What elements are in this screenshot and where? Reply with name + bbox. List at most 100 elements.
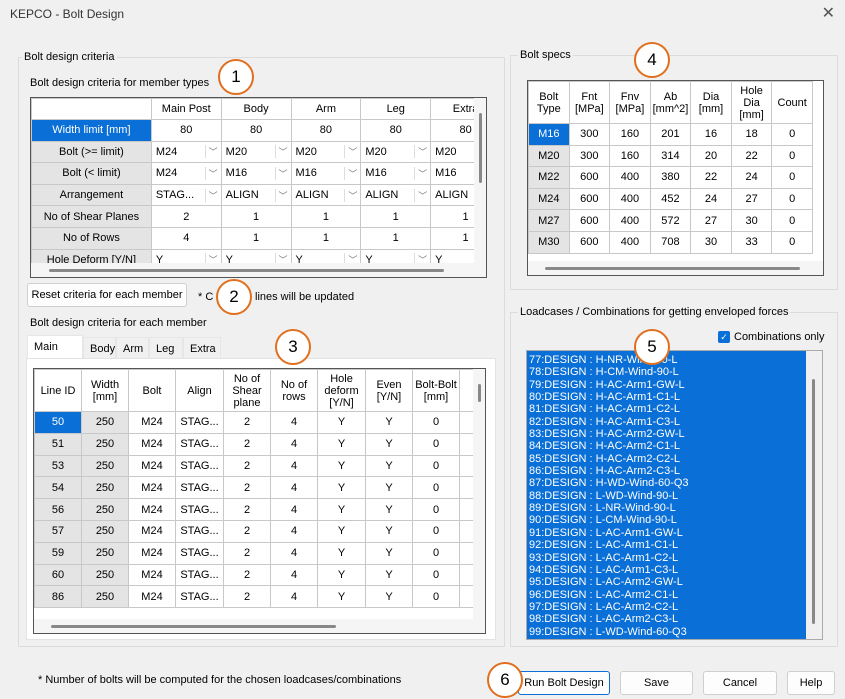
table-cell[interactable]: 600 <box>568 209 611 232</box>
list-item[interactable]: 85:DESIGN : H-AC-Arm2-C2-L <box>529 452 680 465</box>
table-cell[interactable]: M24 <box>128 541 176 565</box>
list-item[interactable]: 95:DESIGN : L-AC-Arm2-GW-L <box>529 576 683 589</box>
table-cell[interactable]: 2 <box>223 476 271 500</box>
dropdown-cell[interactable]: M24 ﹀ <box>150 140 222 164</box>
column-header[interactable]: No of Shear plane <box>223 369 271 412</box>
dropdown-cell[interactable]: ALIGN﹀ <box>430 183 486 207</box>
table-cell[interactable]: 600 <box>568 230 611 254</box>
table-cell[interactable]: STAG... <box>175 585 224 609</box>
list-item[interactable]: 81:DESIGN : H-AC-Arm1-C2-L <box>529 403 680 416</box>
save-button[interactable]: Save <box>620 671 693 695</box>
table-cell[interactable]: 0 <box>412 585 460 609</box>
table-cell[interactable]: 250 <box>81 519 129 543</box>
table-cell[interactable]: 54 <box>34 476 82 500</box>
value-cell[interactable]: 80 <box>430 119 486 142</box>
table-cell[interactable]: 250 <box>81 541 129 565</box>
table-cell[interactable]: 20 <box>690 144 732 168</box>
table-cell[interactable]: 18 <box>730 123 773 146</box>
dropdown-cell[interactable]: ALIGN﹀ <box>360 183 432 207</box>
chevron-down-icon[interactable]: ﹀ <box>414 253 430 267</box>
chevron-down-icon[interactable]: ﹀ <box>414 188 430 202</box>
row-label[interactable]: No of Shear Planes <box>31 205 152 228</box>
table-cell[interactable]: STAG... <box>175 563 224 587</box>
reset-criteria-button[interactable]: Reset criteria for each member <box>27 283 187 307</box>
table-cell[interactable]: 0 <box>412 476 460 500</box>
column-header[interactable]: No of rows <box>270 369 318 412</box>
table-cell[interactable]: 2 <box>223 411 271 434</box>
table-cell[interactable]: STAG... <box>175 432 224 456</box>
member-types-grid[interactable]: Main Post Body Arm Leg Extra Width limit [mm]… <box>30 97 487 278</box>
row-label[interactable]: Width limit [mm] <box>31 119 152 142</box>
table-cell[interactable]: STAG... <box>175 541 224 565</box>
column-header[interactable]: Line ID <box>34 369 82 412</box>
table-cell[interactable]: 0 <box>771 166 813 189</box>
table-cell[interactable]: 56 <box>34 498 82 521</box>
table-cell[interactable]: Y <box>365 432 413 456</box>
table-cell[interactable]: 4 <box>270 498 318 521</box>
table-cell[interactable]: 600 <box>568 166 611 189</box>
dropdown-cell[interactable]: ALIGN﹀ <box>290 183 362 207</box>
column-header[interactable]: Bolt-Bolt [mm] <box>412 369 460 412</box>
table-cell[interactable]: 400 <box>609 209 651 232</box>
table-cell[interactable]: Y <box>317 432 366 456</box>
list-item[interactable]: 78:DESIGN : H-CM-Wind-90-L <box>529 366 679 379</box>
horizontal-scrollbar[interactable] <box>528 261 823 275</box>
table-cell[interactable]: 300 <box>568 144 611 168</box>
list-item[interactable]: 96:DESIGN : L-AC-Arm2-C1-L <box>529 588 679 601</box>
chevron-down-icon[interactable]: ﹀ <box>204 166 221 180</box>
table-cell[interactable]: 51 <box>34 432 82 456</box>
row-label[interactable]: Bolt (< limit) <box>31 162 152 185</box>
value-cell[interactable]: 1 <box>290 205 362 228</box>
table-cell[interactable]: STAG... <box>175 519 224 543</box>
table-cell[interactable]: M16 <box>528 123 570 146</box>
table-cell[interactable]: Y <box>365 476 413 500</box>
list-item[interactable]: 93:DESIGN : L-AC-Arm1-C2-L <box>529 551 679 564</box>
table-cell[interactable]: 0 <box>771 144 813 168</box>
table-cell[interactable]: Y <box>317 498 366 521</box>
table-cell[interactable]: M24 <box>128 411 176 434</box>
table-cell[interactable]: 30 <box>690 230 732 254</box>
table-cell[interactable]: Y <box>365 585 413 609</box>
list-item[interactable]: 92:DESIGN : L-AC-Arm1-C1-L <box>529 539 679 552</box>
table-cell[interactable]: 452 <box>649 187 692 211</box>
tab-arm[interactable]: Arm <box>116 337 149 359</box>
table-cell[interactable]: Y <box>317 541 366 565</box>
table-cell[interactable]: 300 <box>568 123 611 146</box>
tab-body[interactable]: Body <box>83 337 116 359</box>
chevron-down-icon[interactable]: ﹀ <box>274 253 291 267</box>
vertical-scrollbar[interactable] <box>474 98 486 277</box>
table-cell[interactable]: 33 <box>730 230 773 254</box>
table-cell[interactable]: 250 <box>81 411 129 434</box>
list-item[interactable]: 88:DESIGN : L-WD-Wind-90-L <box>529 489 679 502</box>
table-cell[interactable]: 4 <box>270 585 318 609</box>
value-cell[interactable]: 4 <box>150 226 222 250</box>
table-cell[interactable]: M24 <box>128 432 176 456</box>
chevron-down-icon[interactable]: ﹀ <box>204 145 221 159</box>
chevron-down-icon[interactable]: ﹀ <box>344 253 360 267</box>
list-item[interactable]: 80:DESIGN : H-AC-Arm1-C1-L <box>529 391 680 404</box>
table-cell[interactable]: Y <box>317 563 366 587</box>
table-cell[interactable]: M20 <box>528 144 570 168</box>
table-cell[interactable]: 22 <box>690 166 732 189</box>
table-cell[interactable]: 708 <box>649 230 692 254</box>
vertical-scrollbar[interactable] <box>473 369 485 633</box>
row-label[interactable]: Bolt (>= limit) <box>31 140 152 164</box>
value-cell[interactable]: 1 <box>220 205 292 228</box>
list-item[interactable]: 91:DESIGN : L-AC-Arm1-GW-L <box>529 526 683 539</box>
table-cell[interactable]: M30 <box>528 230 570 254</box>
table-cell[interactable]: Y <box>365 454 413 478</box>
table-cell[interactable]: M24 <box>128 454 176 478</box>
list-item[interactable]: 89:DESIGN : L-NR-Wind-90-L <box>529 502 676 515</box>
table-cell[interactable]: 86 <box>34 585 82 609</box>
table-cell[interactable]: Y <box>365 519 413 543</box>
table-cell[interactable]: M24 <box>128 563 176 587</box>
value-cell[interactable]: 80 <box>150 119 222 142</box>
loadcases-listbox[interactable]: 77:DESIGN : H-NR-Wind-90-L 78:DESIGN : H-… <box>526 350 823 640</box>
list-item[interactable]: 84:DESIGN : H-AC-Arm2-C1-L <box>529 440 680 453</box>
table-cell[interactable]: 380 <box>649 166 692 189</box>
table-cell[interactable]: Y <box>365 541 413 565</box>
value-cell[interactable]: 1 <box>430 226 486 250</box>
column-header[interactable]: Align <box>175 369 224 412</box>
column-header[interactable]: Bolt <box>128 369 176 412</box>
table-cell[interactable]: 250 <box>81 498 129 521</box>
